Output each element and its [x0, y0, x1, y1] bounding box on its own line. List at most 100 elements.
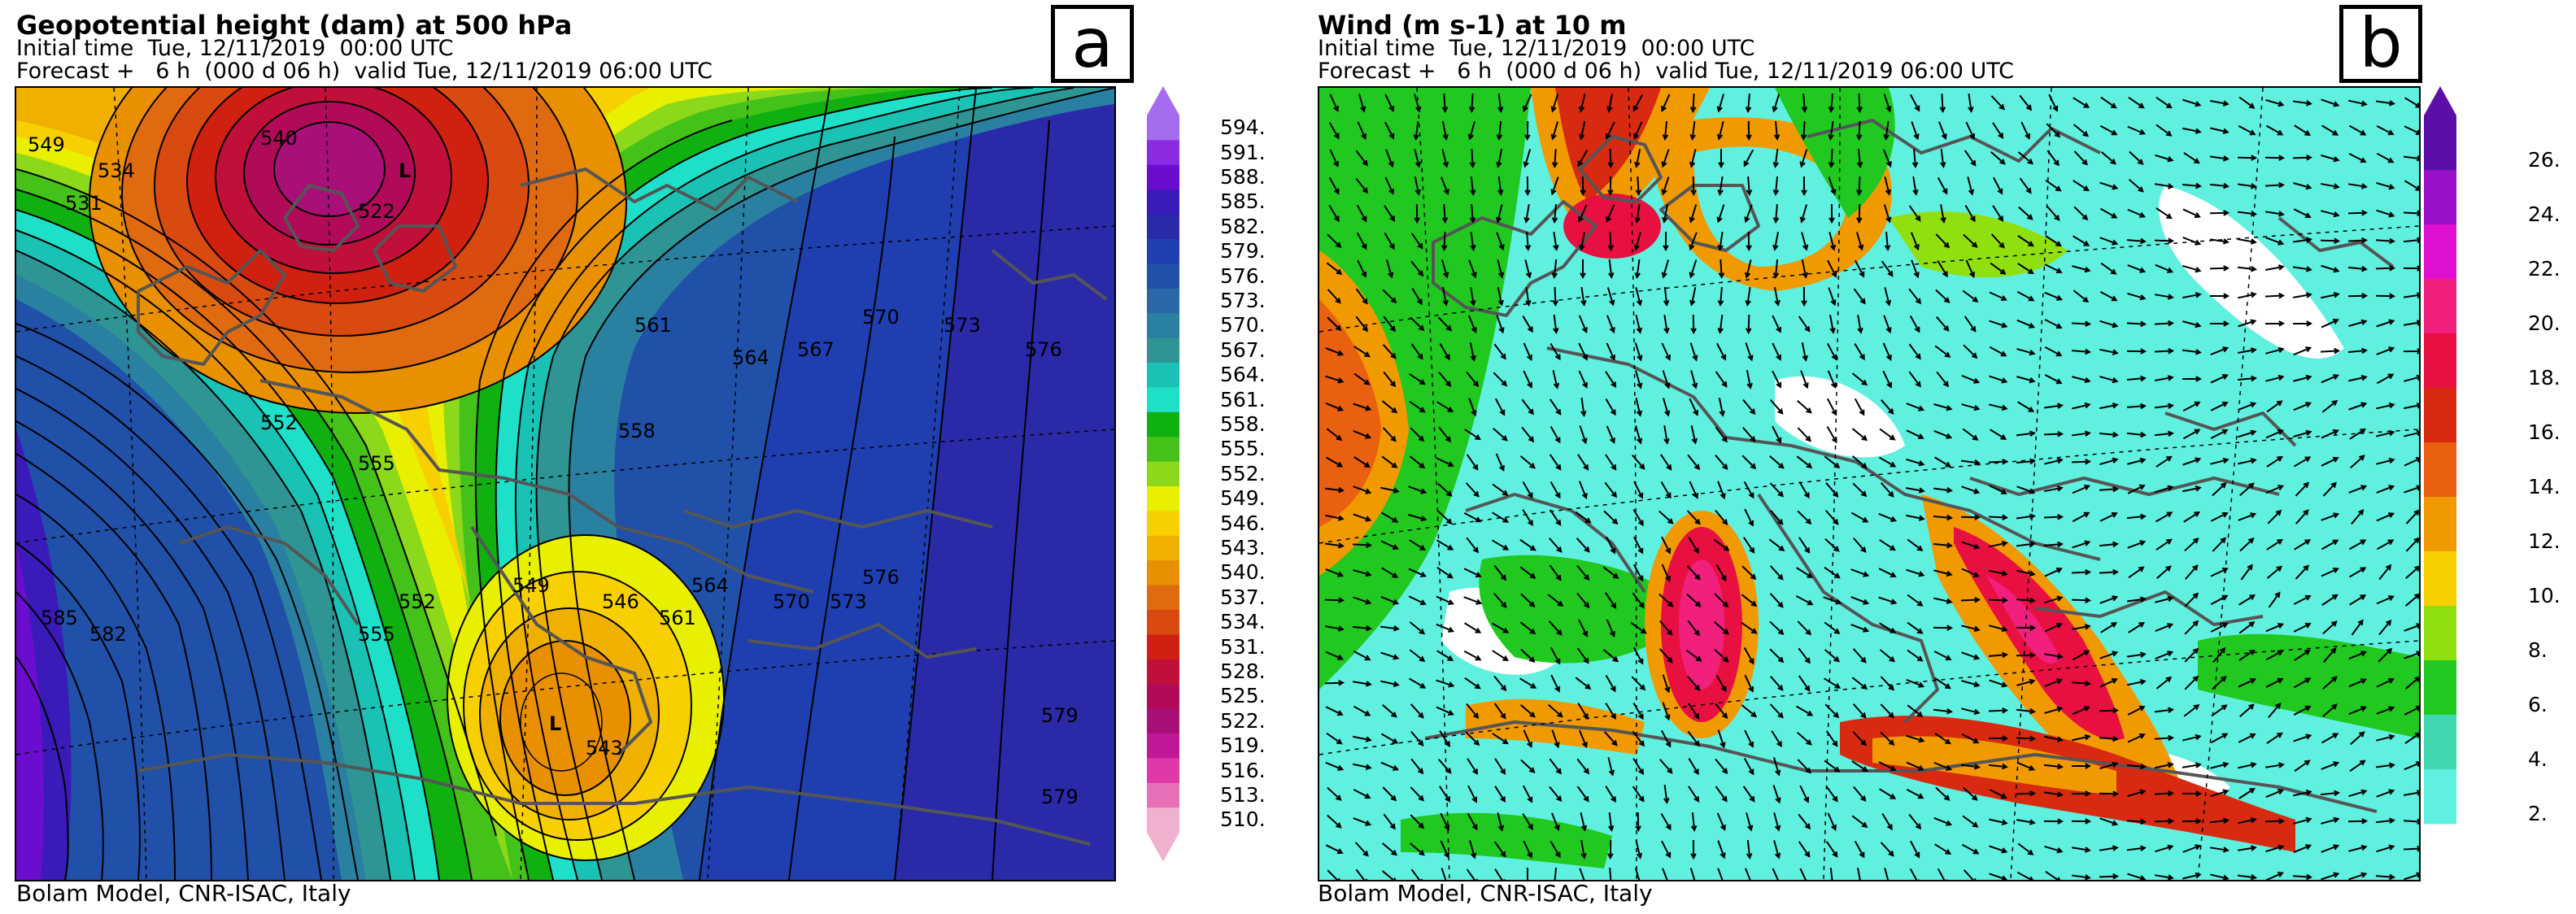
wind-arrow: [1742, 786, 1755, 803]
wind-arrow: [1578, 729, 1588, 749]
wind-arrow: [1661, 176, 1670, 196]
wind-arrow: [2210, 429, 2229, 439]
wind-arrow: [1549, 538, 1563, 553]
wind-arrow: [1437, 510, 1453, 524]
wind-arrow: [1933, 597, 1953, 605]
wind-arrow: [1436, 679, 1455, 688]
wind-arrow: [2321, 124, 2339, 136]
wind-arrow: [2184, 538, 2199, 552]
wind-arrow: [1882, 149, 1892, 168]
wind-arrow: [1940, 203, 1946, 224]
wind-arrow: [1493, 564, 1506, 581]
wind-arrow: [1525, 286, 1532, 307]
wind-arrow: [1746, 314, 1752, 335]
wind-arrow: [2048, 94, 2059, 112]
wind-arrow: [1384, 232, 1395, 250]
wind-arrow: [2292, 237, 2312, 243]
colorbar-tick-label: 534.: [1220, 610, 1266, 634]
wind-arrow: [2072, 650, 2090, 661]
colorbar-arrow-bottom: [1147, 832, 1179, 862]
wind-arrow: [1906, 679, 1925, 688]
wind-arrow: [2292, 155, 2313, 161]
wind-arrow: [2212, 676, 2227, 690]
wind-arrow: [1798, 537, 1811, 554]
wind-arrow: [1409, 621, 1426, 635]
wind-arrow: [1409, 373, 1426, 385]
wind-arrow: [1825, 730, 1838, 747]
wind-arrow: [1436, 401, 1454, 412]
wind-arrow: [1796, 567, 1814, 578]
wind-arrow: [2265, 124, 2284, 136]
wind-arrow: [1357, 121, 1366, 140]
wind-arrow: [1470, 286, 1476, 307]
wind-arrow: [2375, 265, 2396, 272]
wind-arrow: [1493, 592, 1507, 608]
wind-arrow: [2155, 844, 2174, 853]
wind-arrow: [1990, 429, 2007, 440]
wind-arrow: [1798, 481, 1810, 499]
wind-arrow: [2099, 403, 2119, 410]
wind-arrow: [1689, 342, 1698, 362]
colorbar-swatch: [1147, 560, 1179, 586]
wind-arrow: [2293, 429, 2312, 437]
wind-arrow: [1772, 148, 1779, 168]
wind-arrow: [2016, 761, 2036, 771]
wind-arrow: [2266, 400, 2283, 413]
wind-arrow: [1436, 567, 1454, 579]
wind-arrow: [2183, 703, 2200, 717]
wind-arrow: [1965, 259, 1975, 278]
wind-arrow: [1824, 455, 1841, 469]
wind-arrow: [2016, 430, 2036, 437]
wind-arrow: [1519, 566, 1536, 579]
wind-arrow: [2266, 455, 2283, 468]
wind-arrow: [1493, 703, 1506, 720]
wind-arrow: [2347, 265, 2369, 272]
wind-arrow: [1603, 731, 1618, 746]
wind-arrow: [1854, 840, 1865, 859]
wind-arrow: [1687, 675, 1701, 692]
wind-arrow: [1605, 454, 1617, 471]
wind-arrow: [1441, 287, 1449, 307]
wind-arrow: [1884, 868, 1890, 880]
wind-arrow: [1414, 176, 1421, 196]
wind-arrow: [1658, 593, 1674, 607]
wind-arrow: [1437, 482, 1453, 497]
wind-arrow: [2210, 346, 2229, 355]
colorbar-tick-label: 549.: [1220, 486, 1266, 511]
wind-arrow: [2320, 347, 2341, 355]
wind-arrow: [1354, 842, 1369, 857]
colorbar-swatch: [1147, 585, 1179, 611]
wind-arrow: [1852, 648, 1867, 664]
wind-arrow: [2126, 763, 2147, 770]
wind-arrow: [1850, 596, 1870, 605]
panel-a-title: Geopotential height (dam) at 500 hPa: [16, 10, 573, 41]
wind-arrow: [2321, 155, 2340, 163]
wind-arrow: [1603, 510, 1619, 525]
wind-arrow: [2071, 624, 2091, 630]
wind-arrow: [2099, 595, 2119, 604]
wind-arrow: [2100, 96, 2117, 109]
wind-arrow: [1717, 729, 1726, 749]
wind-arrow: [1769, 565, 1784, 581]
wind-arrow: [1770, 676, 1784, 691]
colorbar-tick-label: 525.: [1220, 684, 1266, 708]
wind-arrow: [1497, 287, 1504, 307]
wind-arrow: [1607, 148, 1614, 169]
wind-arrow: [1635, 315, 1643, 334]
wind-arrow: [1850, 568, 1870, 577]
wind-arrow: [1327, 316, 1342, 332]
wind-arrow: [1934, 733, 1951, 745]
wind-arrow: [1580, 259, 1586, 280]
wind-arrow: [1663, 286, 1670, 307]
wind-arrow: [1380, 595, 1400, 605]
wind-arrow: [1826, 426, 1837, 444]
wind-arrow: [1907, 621, 1924, 634]
wind-arrow: [2182, 429, 2201, 440]
wind-arrow: [1436, 623, 1455, 633]
colorbar-swatch: [1147, 708, 1179, 734]
wind-arrow: [2044, 567, 2063, 577]
wind-arrow: [1910, 840, 1920, 859]
colorbar-tick-label: 24.: [2528, 202, 2561, 226]
wind-arrow: [1960, 764, 1981, 770]
wind-arrow: [2348, 319, 2368, 327]
